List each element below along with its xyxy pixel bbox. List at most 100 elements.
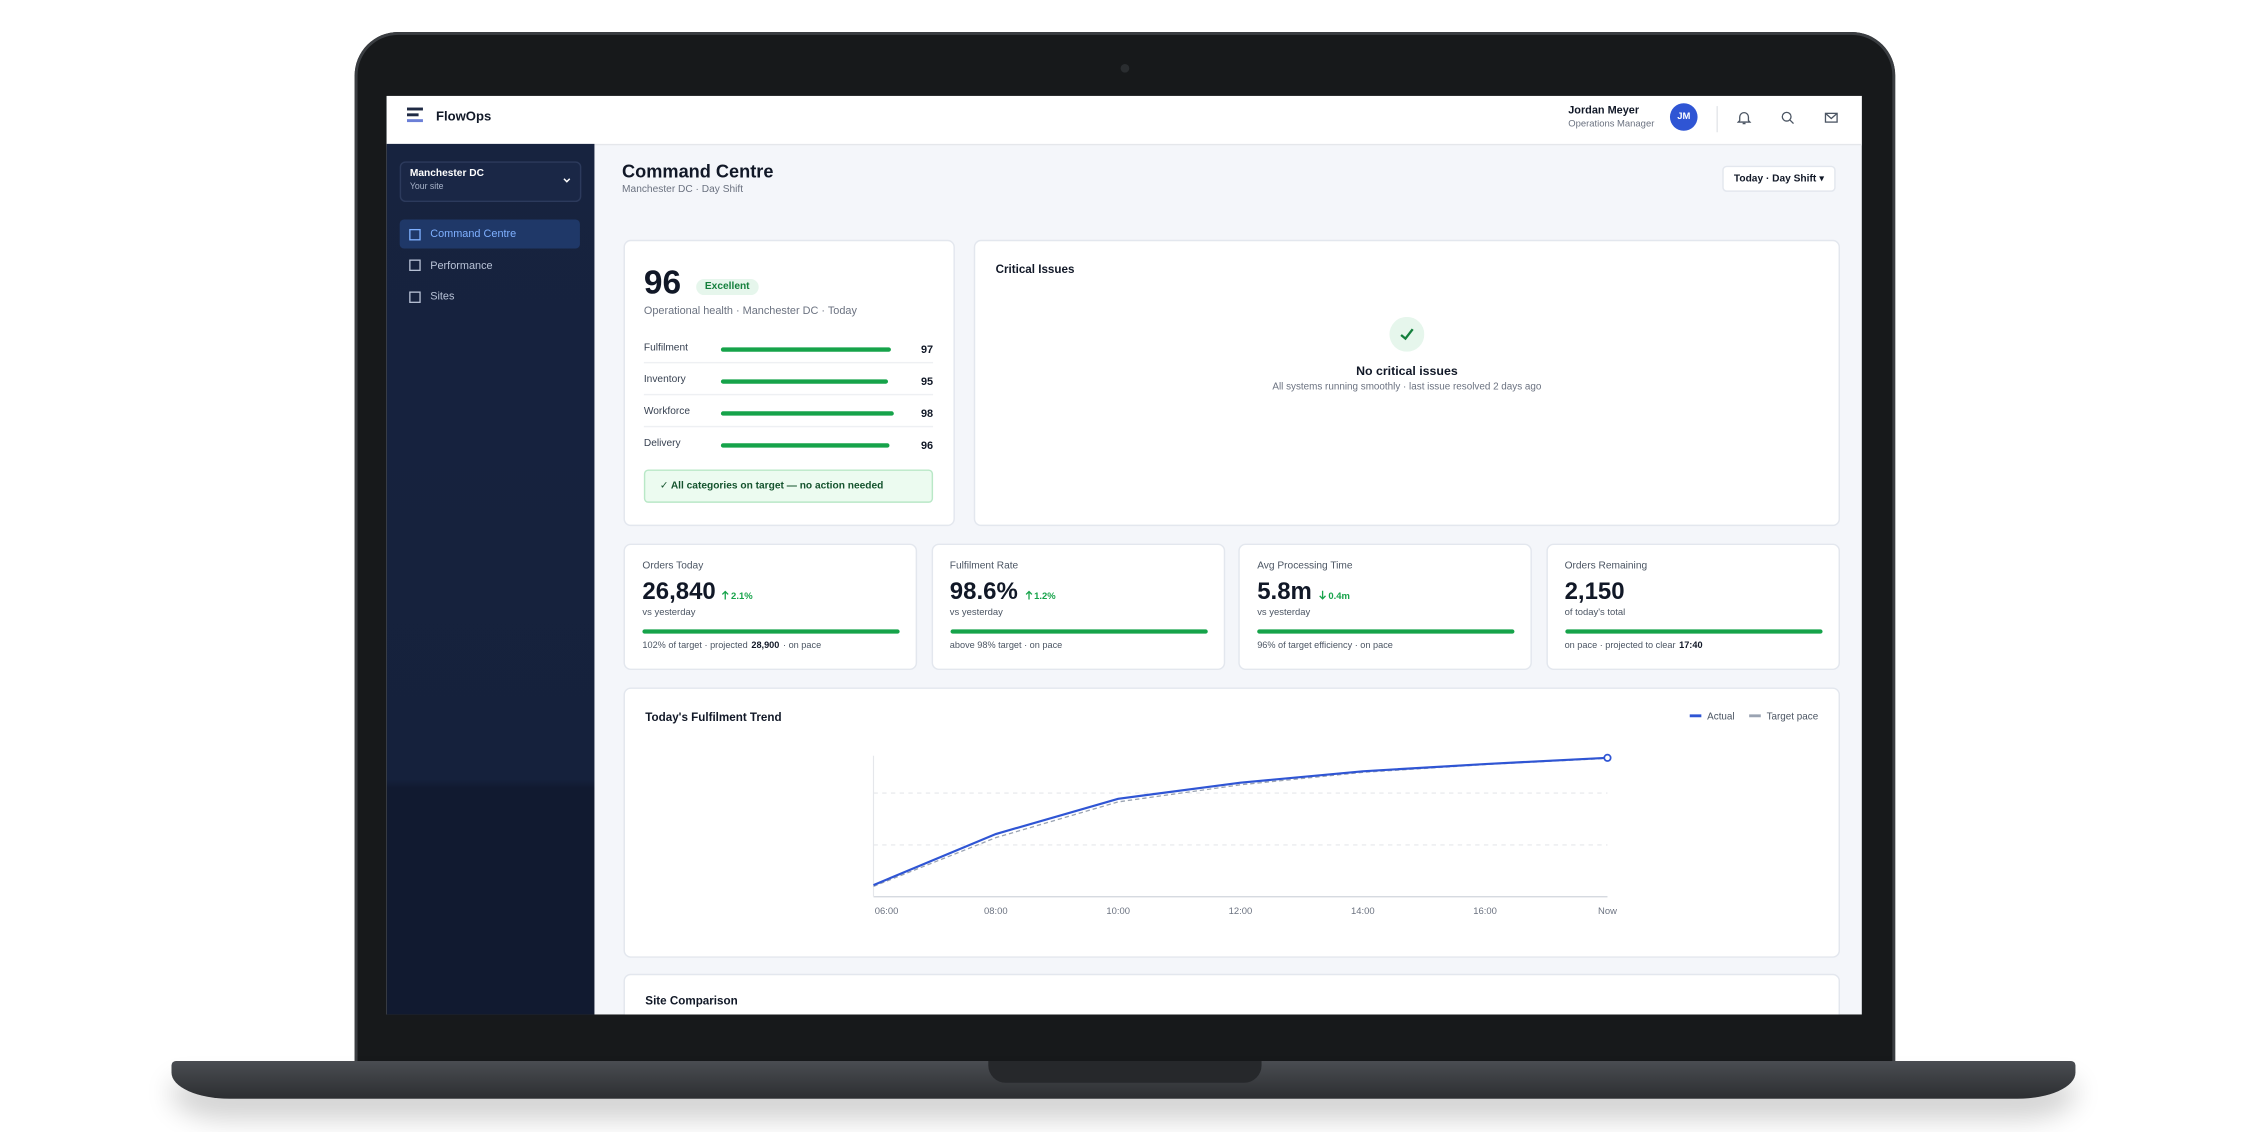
category-bar — [720, 347, 892, 352]
issues-card: Critical Issues No critical issues All s… — [973, 239, 1841, 527]
legend-label: Actual — [1707, 711, 1734, 722]
nav-item[interactable]: Sites — [400, 282, 580, 311]
legend-label: Target pace — [1767, 711, 1819, 722]
health-caption: Operational health · Manchester DC · Tod… — [643, 303, 857, 317]
delta-arrow — [1024, 590, 1032, 600]
kpi-label: Fulfilment Rate — [949, 561, 1019, 572]
bell-icon[interactable] — [1736, 110, 1752, 125]
x-tick-label: 16:00 — [1473, 906, 1497, 917]
note-part: above 98% target · on pace — [949, 640, 1063, 652]
nav-item[interactable]: Command Centre — [399, 219, 580, 249]
page-subtitle: Manchester DC · Day Shift — [622, 184, 744, 195]
end-marker — [1603, 753, 1612, 762]
nav-label: Sites — [430, 289, 455, 303]
issues-detail: All systems running smoothly · last issu… — [1272, 382, 1542, 393]
kpi-card: Avg Processing Time 5.8m 0.4m vs yesterday 9… — [1238, 543, 1532, 671]
x-tick-label: 08:00 — [984, 906, 1008, 917]
trend-line — [873, 756, 1608, 887]
row-divider — [643, 393, 934, 396]
nav-label: Performance — [430, 257, 493, 272]
kpi-delta: 2.1% — [721, 590, 753, 602]
row-divider — [643, 425, 934, 428]
category-value: 97 — [920, 343, 934, 357]
health-note: ✓ All categories on target — no action n… — [643, 469, 934, 503]
delta-text: 1.2% — [1034, 591, 1056, 602]
top-bar: FlowOps Jordan Meyer Operations Manager … — [386, 95, 1862, 146]
category-bar — [720, 443, 890, 448]
sidebar: Manchester DC Your site Command Centre Pe… — [386, 143, 595, 1015]
note-part: 96% of target efficiency · on pace — [1257, 640, 1393, 652]
kpi-card: Orders Today 26,840 2.1% vs yesterday 102% o… — [623, 543, 918, 671]
mail-icon[interactable] — [1824, 110, 1839, 125]
kpi-card: Fulfilment Rate 98.6% 1.2% vs yesterday abov… — [930, 543, 1225, 671]
kpi-caption: vs yesterday — [949, 607, 1003, 618]
kpi-delta: 1.2% — [1024, 590, 1056, 602]
user-role: Operations Manager — [1568, 119, 1655, 130]
row-divider — [643, 361, 934, 364]
category-bar — [720, 411, 894, 416]
kpi-progress — [1257, 629, 1515, 633]
camera — [1120, 63, 1130, 73]
note-part: 17:40 — [1679, 640, 1703, 652]
kpi-label: Orders Today — [642, 561, 704, 572]
note-part: · on pace — [782, 640, 822, 652]
category-label: Delivery — [643, 438, 681, 450]
health-score: 96 — [643, 263, 682, 301]
category-label: Fulfilment — [643, 343, 688, 354]
divider — [1716, 106, 1718, 133]
nav-item[interactable]: Performance — [400, 251, 580, 280]
kpi-value: 5.8m — [1257, 578, 1312, 605]
kpi-value: 98.6% — [949, 578, 1018, 605]
kpi-progress — [1564, 629, 1822, 633]
kpi-note: 102% of target · projected 28,900 · on pac… — [642, 641, 824, 651]
kpi-label: Orders Remaining — [1564, 561, 1648, 572]
delta-text: 0.4m — [1328, 591, 1350, 602]
x-tick-label: 10:00 — [1106, 906, 1130, 917]
site-selector[interactable]: Manchester DC Your site — [399, 161, 582, 203]
kpi-note: above 98% target · on pace — [950, 641, 1066, 651]
delta-arrow — [1319, 590, 1326, 600]
kpi-note: on pace · projected to clear 17:40 — [1565, 641, 1707, 651]
note-part: on pace · projected to clear — [1564, 640, 1676, 652]
avatar[interactable]: JM — [1669, 103, 1698, 131]
kpi-value: 2,150 — [1564, 578, 1625, 605]
comparison-title: Site Comparison — [645, 994, 738, 1008]
x-tick-label: 06:00 — [875, 906, 899, 917]
kpi-note: 96% of target efficiency · on pace — [1257, 641, 1396, 651]
search-icon[interactable] — [1780, 110, 1795, 125]
kpi-delta: 0.4m — [1318, 590, 1350, 602]
health-card: 96 Excellent Operational health · Manche… — [623, 239, 955, 527]
site-name: Manchester DC — [409, 168, 484, 179]
delta-arrow — [721, 590, 729, 600]
delta-text: 2.1% — [731, 591, 753, 602]
kpi-card: Orders Remaining 2,150 of today's total on … — [1545, 543, 1840, 671]
x-tick-label: 14:00 — [1351, 906, 1375, 917]
category-bar — [720, 379, 888, 384]
category-value: 96 — [920, 438, 934, 453]
category-label: Workforce — [643, 406, 691, 418]
kpi-caption: of today's total — [1564, 607, 1626, 618]
kpi-value: 26,840 — [642, 578, 716, 605]
period-button[interactable]: Today · Day Shift ▾ — [1722, 165, 1836, 192]
note-part: 28,900 — [751, 640, 780, 652]
kpi-caption: vs yesterday — [1257, 607, 1311, 618]
category-value: 98 — [920, 406, 934, 421]
trend-chart: 06:00 08:00 10:00 12:00 14:00 16:00 Now Target … — [872, 711, 1819, 917]
nav-label: Command Centre — [430, 226, 517, 240]
trend-title: Today's Fulfilment Trend — [645, 710, 782, 724]
x-tick-label: 12:00 — [1229, 906, 1253, 917]
kpi-progress — [949, 629, 1208, 633]
comparison-card: Site Comparison — [623, 973, 1841, 1015]
chevron — [563, 178, 571, 183]
screen: FlowOps Jordan Meyer Operations Manager … — [386, 95, 1862, 1015]
page-title: Command Centre — [622, 161, 774, 182]
trend-card: Today's Fulfilment Trend 06:00 08:00 10:00… — [623, 687, 1841, 958]
nav-icon — [409, 290, 421, 303]
logo — [406, 107, 423, 123]
category-label: Inventory — [643, 374, 686, 386]
check-icon — [1389, 316, 1425, 352]
note-part: 102% of target · projected — [642, 640, 748, 652]
kpi-progress — [642, 629, 900, 633]
